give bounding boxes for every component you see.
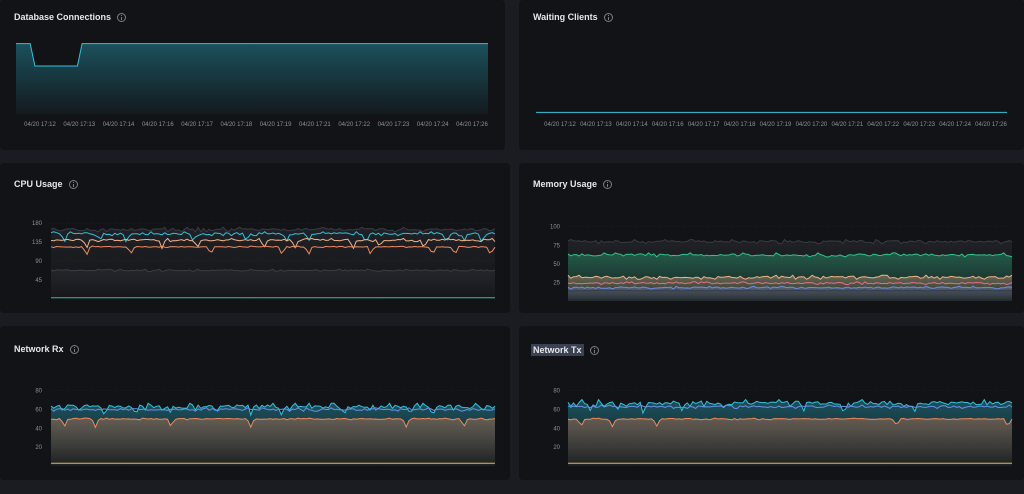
series-line xyxy=(16,43,488,67)
network-rx-chart: 80 60 40 20 xyxy=(35,389,496,466)
x-tick-label: 04/20 17:16 xyxy=(652,122,684,128)
waiting-clients-chart: 04/20 17:12 04/20 17:13 04/20 17:14 04/20 1… xyxy=(536,111,1008,128)
series-line xyxy=(50,268,496,273)
series-line xyxy=(567,404,1013,409)
y-tick-label: 20 xyxy=(553,445,560,451)
series-line xyxy=(567,238,1013,245)
series-line xyxy=(567,289,1013,292)
y-tick-label: 50 xyxy=(553,262,560,268)
x-tick-label: 04/20 17:19 xyxy=(260,122,292,128)
x-tick-label: 04/20 17:17 xyxy=(181,122,213,128)
panel-title-text: Network Rx xyxy=(14,344,64,354)
series-line xyxy=(50,245,496,256)
y-tick-label: 135 xyxy=(32,240,43,246)
series-line xyxy=(567,285,1013,290)
y-tick-label: 60 xyxy=(553,408,560,414)
series-line xyxy=(50,407,496,412)
x-tick-label: 04/20 17:13 xyxy=(63,122,95,128)
x-tick-label: 04/20 17:22 xyxy=(867,122,899,128)
info-icon[interactable] xyxy=(68,179,78,189)
panel-memory-usage: Memory Usage 100 75 50 25 xyxy=(519,163,1024,313)
x-tick-label: 04/20 17:17 xyxy=(688,122,720,128)
x-tick-label: 04/20 17:12 xyxy=(24,122,56,128)
panel-title: Waiting Clients xyxy=(533,12,613,22)
panel-cpu-usage: CPU Usage 180 135 90 45 xyxy=(0,163,510,313)
info-icon[interactable] xyxy=(603,12,613,22)
series-line xyxy=(51,417,496,429)
x-tick-label: 04/20 17:21 xyxy=(299,122,331,128)
y-tick-label: 80 xyxy=(553,389,560,395)
info-icon[interactable] xyxy=(69,344,79,354)
series-line xyxy=(567,274,1013,280)
series-line xyxy=(567,281,1013,286)
series-line xyxy=(567,417,1013,428)
y-tick-label: 60 xyxy=(35,408,42,414)
y-tick-label: 90 xyxy=(35,259,42,265)
database-connections-chart: 04/20 17:12 04/20 17:13 04/20 17:14 04/20 1… xyxy=(16,43,489,128)
cpu-usage-chart: 180 135 90 45 xyxy=(32,221,496,299)
panel-title-text: CPU Usage xyxy=(14,179,63,189)
x-tick-label: 04/20 17:14 xyxy=(103,122,135,128)
info-icon[interactable] xyxy=(589,345,599,355)
series-line xyxy=(50,402,496,417)
x-tick-label: 04/20 17:12 xyxy=(544,122,576,128)
panel-network-tx: Network Tx 80 60 40 20 xyxy=(519,326,1024,480)
x-tick-label: 04/20 17:24 xyxy=(939,122,971,128)
panel-title-text: Waiting Clients xyxy=(533,12,598,22)
y-tick-label: 40 xyxy=(35,426,42,432)
x-tick-label: 04/20 17:18 xyxy=(724,122,756,128)
x-tick-label: 04/20 17:23 xyxy=(378,122,410,128)
x-tick-label: 04/20 17:22 xyxy=(338,122,370,128)
panel-title: Network Tx xyxy=(531,344,599,356)
panel-waiting-clients: Waiting Clients 04/20 17:12 04/20 17:13 04… xyxy=(519,0,1024,150)
panel-title: Memory Usage xyxy=(533,179,613,189)
panel-title: Database Connections xyxy=(14,12,127,22)
y-tick-label: 75 xyxy=(553,243,560,249)
panel-title-text: Database Connections xyxy=(14,12,112,22)
y-tick-label: 40 xyxy=(553,426,560,432)
series-area xyxy=(16,43,488,114)
series-line xyxy=(50,237,496,250)
panel-title: Network Rx xyxy=(14,344,79,354)
y-tick-label: 25 xyxy=(553,280,560,286)
x-tick-label: 04/20 17:14 xyxy=(616,122,648,128)
series-line xyxy=(50,226,496,233)
y-tick-label: 100 xyxy=(550,225,561,231)
panel-database-connections: Database Connections 04/20 17:12 04/20 17… xyxy=(0,0,505,150)
y-tick-label: 180 xyxy=(32,221,43,227)
x-tick-label: 04/20 17:21 xyxy=(831,122,863,128)
panel-title-text: Memory Usage xyxy=(533,179,598,189)
x-tick-label: 04/20 17:20 xyxy=(796,122,828,128)
info-icon[interactable] xyxy=(603,179,613,189)
series-line xyxy=(567,252,1013,258)
y-tick-label: 80 xyxy=(35,389,42,395)
y-tick-label: 20 xyxy=(35,445,42,451)
x-tick-label: 04/20 17:26 xyxy=(456,122,488,128)
series-area xyxy=(51,418,495,466)
x-tick-label: 04/20 17:18 xyxy=(221,122,253,128)
network-tx-chart: 80 60 40 20 xyxy=(553,389,1013,466)
info-icon[interactable] xyxy=(117,12,127,22)
x-tick-label: 04/20 17:23 xyxy=(903,122,935,128)
panel-title-text: Network Tx xyxy=(531,344,584,356)
panel-network-rx: Network Rx 80 60 40 20 xyxy=(0,326,510,480)
memory-usage-chart: 100 75 50 25 xyxy=(550,225,1013,301)
x-tick-label: 04/20 17:16 xyxy=(142,122,174,128)
x-tick-label: 04/20 17:13 xyxy=(580,122,612,128)
panel-title: CPU Usage xyxy=(14,179,78,189)
x-tick-label: 04/20 17:19 xyxy=(760,122,792,128)
series-area xyxy=(568,418,1012,466)
x-tick-label: 04/20 17:26 xyxy=(975,122,1007,128)
series-area xyxy=(51,269,495,299)
series-area xyxy=(568,289,1012,301)
y-tick-label: 45 xyxy=(35,278,42,284)
x-tick-label: 04/20 17:24 xyxy=(417,122,449,128)
